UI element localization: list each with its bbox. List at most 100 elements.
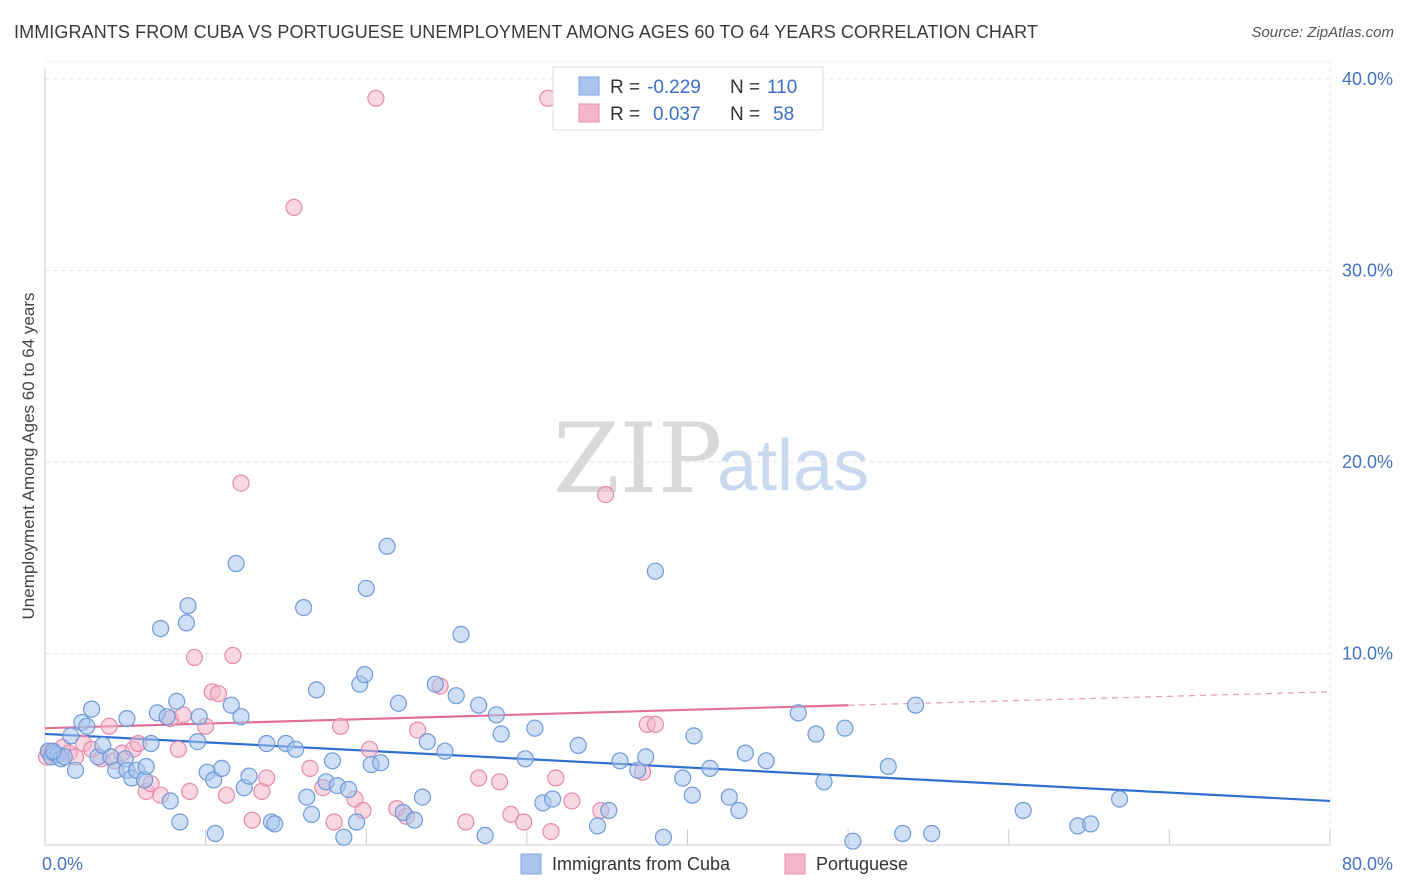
legend-label-cuba: Immigrants from Cuba	[552, 854, 731, 874]
cuba-point-74	[487, 706, 505, 724]
cuba-point-9	[78, 717, 96, 735]
portuguese-point-45	[470, 769, 488, 787]
cuba-point-42	[258, 734, 276, 753]
legend: Immigrants from Cuba Portuguese	[520, 853, 908, 875]
y-tick-label-30: 30.0%	[1342, 261, 1393, 281]
cuba-point-26	[161, 792, 179, 810]
portuguese-point-25	[217, 786, 236, 804]
y-tick-label-20: 20.0%	[1342, 452, 1393, 472]
cuba-point-71	[452, 625, 470, 644]
cuba-point-22	[142, 734, 160, 753]
portuguese-point-34	[325, 813, 343, 831]
cuba-point-61	[372, 754, 390, 772]
portuguese-point-27	[232, 474, 250, 492]
x-tick-labels: 0.0% 80.0%	[42, 854, 1393, 874]
cuba-point-90	[685, 727, 703, 745]
cuba-point-21	[137, 757, 155, 776]
cuba-point-88	[674, 769, 692, 787]
cuba-point-37	[222, 696, 240, 714]
stats-r-label-cuba: R =	[610, 77, 640, 98]
cuba-point-99	[836, 719, 854, 737]
cuba-point-82	[600, 801, 618, 820]
portuguese-point-18	[169, 740, 187, 758]
cuba-point-75	[492, 725, 510, 743]
y-tick-label-10: 10.0%	[1342, 644, 1393, 664]
portuguese-point-24	[209, 685, 228, 703]
cuba-point-7	[66, 761, 85, 779]
cuba-point-65	[405, 811, 423, 829]
watermark-atlas: atlas	[717, 426, 869, 506]
portuguese-point-39	[367, 89, 385, 107]
portuguese-point-48	[515, 813, 533, 831]
cuba-point-58	[356, 665, 374, 684]
cuba-point-95	[757, 752, 775, 770]
portuguese-point-20	[181, 782, 199, 801]
cuba-point-10	[82, 700, 101, 718]
cuba-point-102	[894, 824, 912, 843]
cuba-point-97	[807, 725, 825, 743]
y-axis-title: Unemployment Among Ages 60 to 64 years	[19, 293, 38, 620]
portuguese-point-42	[409, 721, 427, 739]
stats-n-label-portuguese: N =	[730, 104, 760, 125]
portuguese-point-30	[258, 769, 276, 787]
stats-box: R = -0.229 N = 110 R = 0.037 N = 58	[552, 66, 824, 131]
cuba-point-109	[44, 742, 62, 760]
cuba-point-108	[1110, 790, 1129, 808]
cuba-point-68	[426, 675, 444, 693]
stats-r-value-portuguese: 0.037	[653, 104, 701, 125]
portuguese-point-9	[100, 717, 118, 735]
cuba-point-73	[476, 826, 494, 845]
cuba-point-103	[906, 696, 925, 714]
chart-title: IMMIGRANTS FROM CUBA VS PORTUGUESE UNEMP…	[14, 22, 1038, 42]
portuguese-point-26	[224, 646, 242, 665]
cuba-point-35	[206, 824, 224, 843]
cuba-point-41	[240, 767, 258, 785]
cuba-point-94	[736, 744, 754, 762]
cuba-point-59	[357, 579, 375, 598]
cuba-point-62	[378, 537, 396, 555]
cuba-point-24	[152, 619, 170, 638]
trend-line-portuguese-extension	[848, 691, 1331, 706]
portuguese-point-44	[457, 813, 475, 831]
cuba-point-31	[189, 732, 207, 751]
portuguese-point-31	[285, 198, 303, 216]
cuba-point-92	[720, 788, 738, 806]
portuguese-point-54	[596, 486, 615, 504]
y-tick-label-40: 40.0%	[1342, 69, 1393, 89]
cuba-point-104	[923, 824, 941, 843]
cuba-point-47	[295, 598, 313, 617]
legend-swatch-portuguese	[784, 853, 806, 875]
cuba-point-76	[516, 750, 534, 768]
cuba-point-105	[1014, 801, 1032, 820]
portuguese-point-47	[502, 805, 520, 824]
cuba-point-30	[179, 597, 197, 615]
cuba-point-67	[418, 732, 436, 751]
cuba-point-50	[307, 681, 326, 699]
cuba-point-52	[323, 752, 342, 770]
portuguese-point-57	[646, 715, 665, 734]
stats-n-label-cuba: N =	[730, 77, 760, 98]
cuba-point-86	[646, 562, 665, 580]
y-tick-labels: 10.0% 20.0% 30.0% 40.0%	[1342, 69, 1393, 663]
portuguese-point-21	[185, 648, 203, 667]
cuba-point-98	[815, 773, 833, 791]
cuba-point-55	[340, 780, 358, 799]
trend-line-portuguese	[44, 704, 849, 730]
cuba-point-87	[654, 828, 673, 846]
cuba-point-85	[637, 748, 655, 766]
portuguese-point-35	[331, 717, 350, 735]
stats-r-value-cuba: -0.229	[647, 77, 701, 98]
portuguese-point-52	[563, 792, 581, 810]
cuba-point-91	[701, 759, 719, 778]
data-points	[37, 89, 1129, 850]
cuba-point-38	[227, 554, 245, 573]
cuba-point-72	[470, 696, 488, 714]
cuba-point-46	[287, 740, 305, 758]
cuba-point-84	[629, 761, 647, 779]
cuba-point-69	[436, 742, 454, 760]
legend-label-portuguese: Portuguese	[816, 854, 908, 874]
cuba-point-80	[569, 736, 587, 755]
stats-n-value-portuguese: 58	[773, 104, 794, 125]
x-tick-label-min: 0.0%	[42, 854, 83, 874]
stats-n-value-cuba: 110	[767, 77, 797, 98]
